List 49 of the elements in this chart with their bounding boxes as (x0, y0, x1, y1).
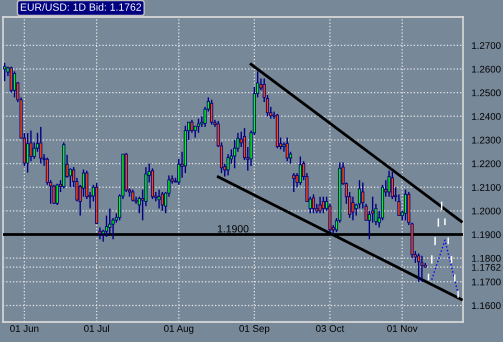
candlestick (312, 194, 316, 214)
y-tick-label: 1.2100 (472, 184, 501, 191)
x-tick-label: 01 Jun (10, 325, 38, 332)
candlestick (131, 188, 134, 202)
y-tick-label: 1.2000 (472, 208, 501, 214)
candlestick (10, 66, 13, 94)
chart-title: EUR/USD: 1D Bid: 1.1762 (20, 3, 142, 11)
candlestick (226, 153, 230, 176)
x-tick-label: 03 Oct (316, 325, 344, 332)
candlestick (298, 156, 302, 186)
candlestick (404, 188, 408, 222)
candlestick (52, 184, 56, 204)
candlestick (158, 188, 161, 210)
x-tick-label: 01 Jul (84, 324, 109, 332)
x-tick-label: 01 Nov (387, 325, 418, 332)
candlestick (39, 126, 42, 164)
y-tick-label: 1.1600 (472, 302, 501, 310)
x-tick-label: 01 Aug (164, 325, 194, 334)
candlestick (388, 170, 391, 198)
y-tick-label: 1.1800 (472, 254, 501, 262)
candlestick (417, 252, 420, 282)
candlestick (98, 226, 102, 240)
y-tick-label: 1.2700 (472, 42, 501, 49)
y-tick-label: 1.2300 (472, 136, 501, 144)
candlestick (358, 179, 362, 210)
candlestick (196, 118, 200, 134)
candlestick (292, 172, 296, 193)
candlestick (420, 255, 424, 282)
candlestick (160, 191, 164, 212)
candlestick (26, 132, 30, 174)
y-tick-label: 1.1700 (472, 278, 501, 286)
candlestick (286, 136, 289, 162)
candlestick (56, 182, 59, 206)
candlestick (322, 196, 325, 214)
y-tick-label: 1.1900 (472, 231, 501, 238)
y-tick-label: 1.2600 (472, 66, 501, 73)
candlestick (210, 99, 214, 126)
candlestick (390, 171, 394, 200)
candlestick (351, 196, 354, 222)
candlestick (318, 196, 322, 214)
candlestick (12, 70, 16, 98)
y-tick-label: 1.1762 (472, 264, 501, 271)
candlestick (3, 62, 6, 82)
candlestick (108, 208, 112, 236)
y-tick-label: 1.2200 (472, 160, 501, 168)
ref-line-label: 1.1900 (218, 225, 249, 232)
x-tick-label: 01 Sep (239, 325, 270, 334)
y-tick-label: 1.2400 (472, 113, 501, 120)
y-tick-label: 1.2500 (472, 89, 501, 96)
